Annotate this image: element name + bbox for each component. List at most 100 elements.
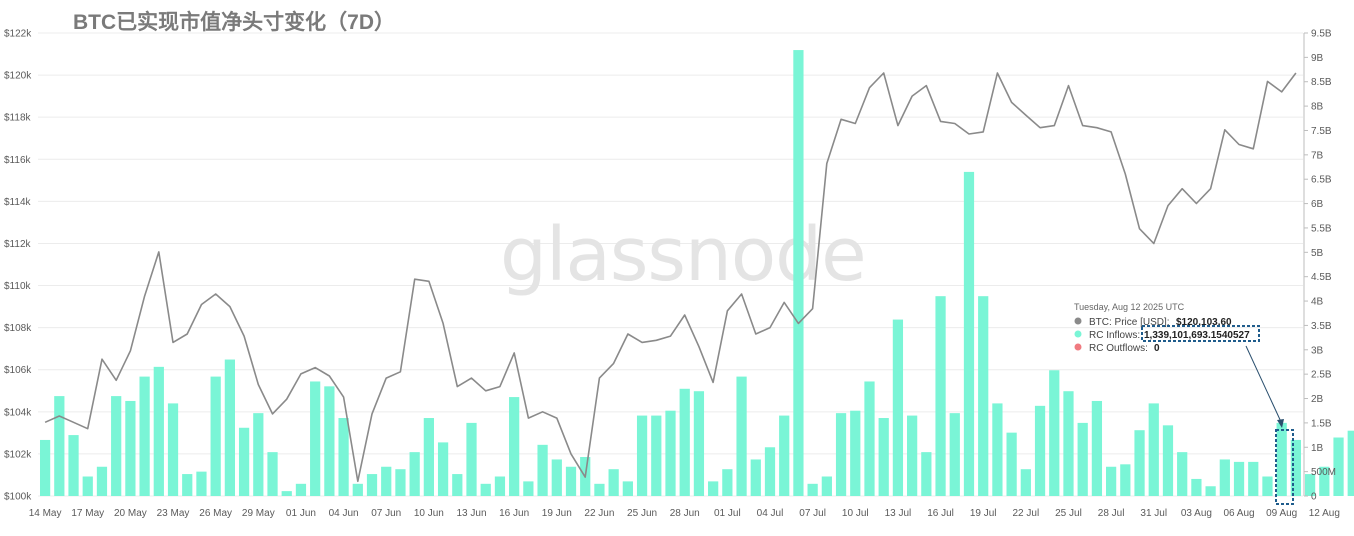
annotation-arrowhead (1277, 419, 1284, 428)
y-axis-right: 0 500M 1B 1.5B 2B 2.5B 3B 3.5B 4B 4.5B 5B 5.5B 6B 6.5… (1304, 29, 1336, 503)
inflow-bar (1134, 430, 1145, 496)
inflow-bar (907, 415, 918, 496)
y-right-tick-label: 1B (1311, 443, 1324, 454)
inflow-bar (54, 396, 65, 496)
x-tick-label: 09 Aug (1266, 508, 1297, 519)
inflow-bar (807, 483, 818, 496)
y-right-tick-label: 8B (1311, 102, 1324, 113)
inflow-bar (82, 476, 93, 496)
x-tick-label: 19 Jul (970, 508, 997, 519)
inflow-bar (1333, 437, 1344, 496)
chart-title: BTC已实现市值净头寸变化（7D） (73, 10, 395, 34)
inflow-bar (1063, 391, 1074, 496)
x-tick-label: 07 Jul (799, 508, 826, 519)
inflow-bar (324, 386, 335, 496)
inflow-bar (978, 296, 989, 496)
y-left-tick-label: $108k (4, 323, 32, 334)
x-tick-label: 10 Jun (414, 508, 444, 519)
y-right-tick-label: 5.5B (1311, 223, 1332, 234)
x-tick-label: 01 Jun (286, 508, 316, 519)
inflow-bar (636, 415, 648, 496)
tooltip-row-inflows: RC Inflows: 1,339,101,693.1540527 (1074, 330, 1250, 341)
inflow-bar (963, 171, 975, 496)
x-tick-label: 03 Aug (1181, 508, 1212, 519)
x-tick-label: 17 May (71, 508, 104, 519)
inflow-bar (39, 439, 51, 496)
inflow-bar (551, 459, 562, 496)
x-tick-label: 22 Jun (584, 508, 614, 519)
inflow-bar (779, 415, 790, 496)
y-left-tick-label: $100k (4, 492, 32, 503)
inflow-bar (253, 413, 264, 496)
y-left-tick-label: $104k (4, 407, 32, 418)
y-right-tick-label: 3.5B (1311, 321, 1332, 332)
inflow-bar (1233, 461, 1245, 496)
y-left-tick-label: $114k (4, 197, 32, 208)
inflow-bar (793, 50, 804, 497)
inflow-bar (224, 359, 235, 496)
x-tick-label: 14 May (29, 508, 62, 519)
inflow-bar (1262, 476, 1273, 496)
inflow-bar (125, 400, 136, 496)
tooltip-outflows-value: 0 (1154, 343, 1160, 354)
y-right-tick-label: 2B (1311, 394, 1324, 405)
inflow-bar (722, 469, 733, 496)
tooltip-inflows-label: RC Inflows: (1089, 330, 1140, 341)
inflow-bar (1191, 478, 1202, 496)
y-left-tick-label: $118k (4, 113, 32, 124)
x-tick-label: 28 Jun (670, 508, 700, 519)
y-right-tick-label: 4.5B (1311, 272, 1332, 283)
inflow-bar (850, 410, 861, 496)
inflow-bar (608, 469, 619, 496)
annotation-arrow (1245, 345, 1283, 425)
inflow-bar (96, 466, 108, 496)
inflow-bar (651, 415, 662, 496)
inflow-bar (864, 381, 875, 496)
inflow-bar (764, 447, 776, 496)
x-tick-label: 20 May (114, 508, 147, 519)
inflow-bar (395, 469, 406, 496)
y-right-tick-label: 1.5B (1311, 418, 1332, 429)
inflow-bar (267, 452, 278, 496)
grid-lines (38, 32, 1305, 497)
inflow-bar (182, 474, 193, 496)
inflow-bar (452, 474, 463, 496)
inflow-bar (821, 476, 832, 496)
tooltip-row-outflows: RC Outflows: 0 (1074, 343, 1160, 354)
inflow-bar (68, 435, 79, 496)
inflow-bar (878, 418, 889, 496)
inflow-bar (679, 388, 690, 496)
inflow-bar (622, 481, 633, 496)
price-legend-dot (1074, 317, 1082, 325)
y-right-tick-label: 8.5B (1311, 77, 1332, 88)
inflow-bar (310, 381, 321, 496)
tooltip-row-price: BTC: Price [USD]: $120,103.60 (1074, 317, 1232, 328)
inflow-bar (1347, 430, 1354, 496)
x-tick-label: 12 Aug (1309, 508, 1340, 519)
y-right-tick-label: 6B (1311, 199, 1324, 210)
y-left-tick-label: $120k (4, 71, 32, 82)
x-tick-label: 06 Aug (1223, 508, 1254, 519)
x-tick-label: 04 Jul (757, 508, 784, 519)
inflow-bar (238, 427, 250, 496)
tooltip-price-label: BTC: Price [USD]: (1089, 317, 1170, 328)
x-tick-label: 25 Jul (1055, 508, 1082, 519)
price-line (44, 72, 1297, 483)
inflow-bar (1148, 403, 1159, 496)
inflow-bar (992, 403, 1003, 496)
inflow-bar (167, 403, 179, 496)
y-right-tick-label: 3B (1311, 345, 1324, 356)
inflow-bar (1219, 459, 1230, 496)
inflow-bar (210, 376, 221, 496)
x-tick-label: 07 Jun (371, 508, 401, 519)
inflow-bar (736, 376, 747, 496)
highlight-box-value (1141, 325, 1260, 342)
x-tick-label: 04 Jun (329, 508, 359, 519)
y-axis-left: $100k $102k $104k $106k $108k $110k $112k $114k… (4, 29, 32, 503)
x-tick-label: 10 Jul (842, 508, 869, 519)
y-right-tick-label: 9.5B (1311, 29, 1332, 40)
inflow-bar (423, 418, 434, 496)
y-right-tick-label: 7B (1311, 150, 1324, 161)
inflow-bar (366, 474, 378, 496)
